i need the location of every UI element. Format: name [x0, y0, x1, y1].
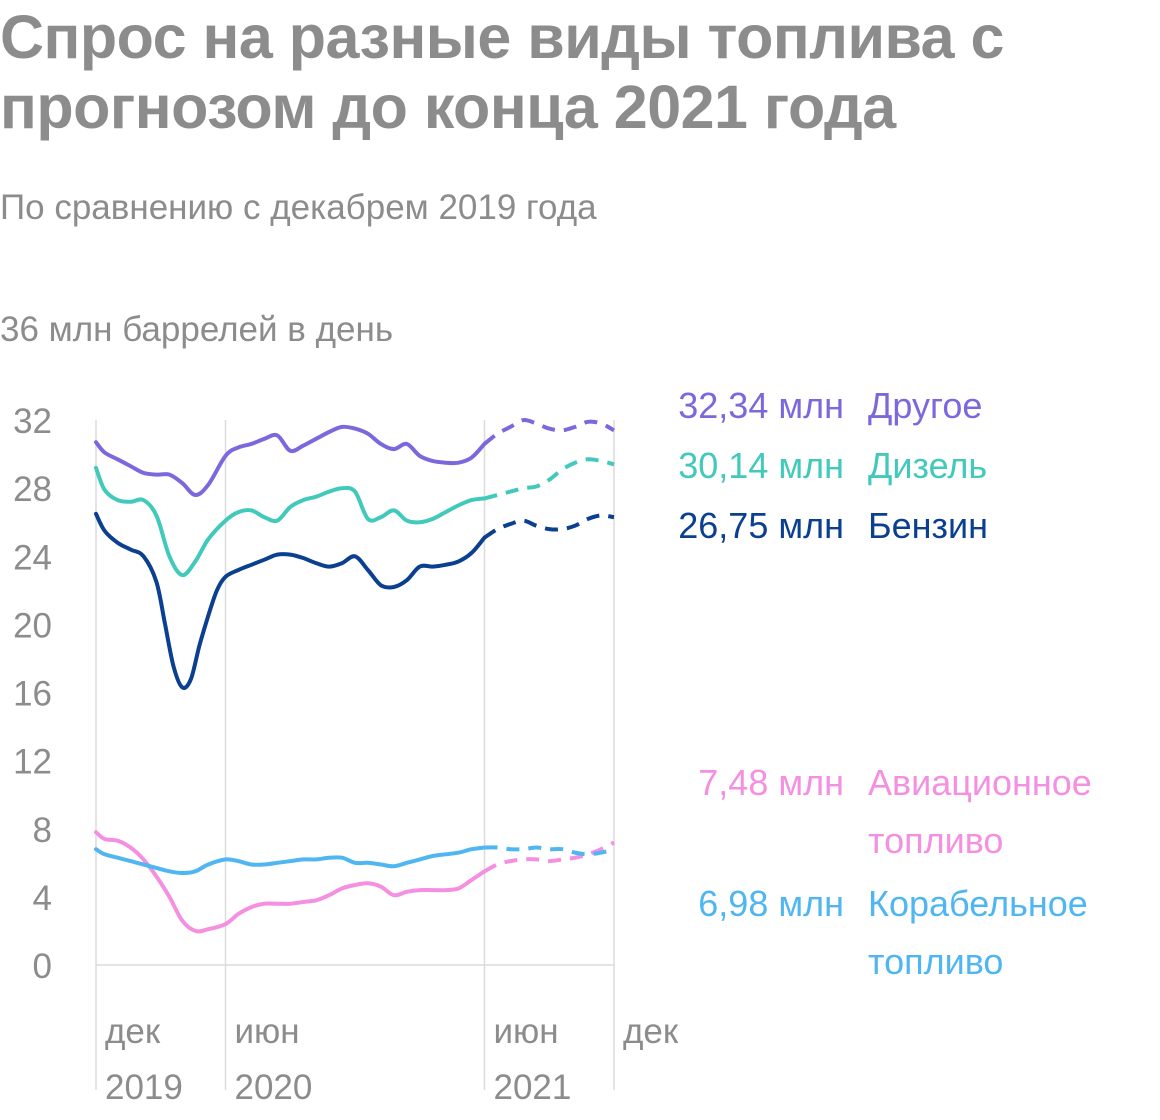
y-axis-label: 36 млн баррелей в день — [0, 310, 393, 349]
series-lines — [94, 418, 615, 934]
x-tick-month-label: июн — [235, 1012, 300, 1051]
series-forecast-line-авиационное-топливо — [483, 840, 615, 874]
series-end-value: 6,98 млн — [698, 883, 844, 924]
y-tick-label: 12 — [13, 743, 52, 782]
series-name-label: Бензин — [868, 505, 988, 546]
y-axis-ticks: 32 28 24 20 16 12 8 4 0 — [13, 402, 52, 986]
y-tick-label: 28 — [13, 470, 52, 509]
series-line-дизель — [94, 465, 487, 578]
series-line-авиационное-топливо — [94, 830, 487, 934]
series-name-label: Другое — [868, 385, 982, 426]
chart-title: Спрос на разные виды топлива с прогнозом… — [0, 3, 1004, 141]
series-name-label: Корабельное топливо — [868, 883, 1088, 982]
series-forecast-line-дизель — [484, 457, 615, 501]
y-tick-label: 20 — [13, 606, 52, 645]
x-tick-month-label: дек — [105, 1012, 161, 1051]
series-name-label: Дизель — [868, 445, 987, 486]
series-name-label: Авиационное топливо — [868, 762, 1092, 861]
series-end-value: 30,14 млн — [678, 445, 844, 486]
y-tick-label: 0 — [33, 947, 52, 986]
series-end-value: 26,75 млн — [678, 505, 844, 546]
series-end-value: 32,34 млн — [678, 385, 844, 426]
y-tick-label: 8 — [33, 811, 52, 850]
y-tick-label: 24 — [13, 538, 52, 577]
series-forecast-line-корабельное-топливо — [484, 845, 615, 857]
series-forecast-line-бензин — [483, 513, 615, 540]
x-tick-month-label: дек — [623, 1012, 679, 1051]
series-line-корабельное-топливо — [94, 845, 487, 875]
y-tick-label: 32 — [13, 402, 52, 441]
series-line-другое — [94, 424, 487, 497]
series-end-labels: 32,34 млн Другое 30,14 млн Дизель 26,75 млн Б… — [678, 385, 1092, 982]
series-line-бензин — [94, 511, 487, 690]
x-tick-year-label: 2019 — [105, 1068, 183, 1107]
series-forecast-line-другое — [483, 418, 615, 446]
x-tick-year-label: 2021 — [494, 1068, 572, 1107]
series-end-value: 7,48 млн — [698, 762, 844, 803]
x-tick-month-label: июн — [494, 1012, 559, 1051]
x-tick-year-label: 2020 — [235, 1068, 313, 1107]
x-axis-ticks: дек 2019 июн 2020 июн 2021 дек — [105, 1012, 679, 1107]
y-tick-label: 16 — [13, 675, 52, 714]
grid-lines — [95, 420, 615, 1090]
y-tick-label: 4 — [33, 879, 52, 918]
chart-subtitle: По сравнению с декабрем 2019 года — [0, 188, 597, 227]
